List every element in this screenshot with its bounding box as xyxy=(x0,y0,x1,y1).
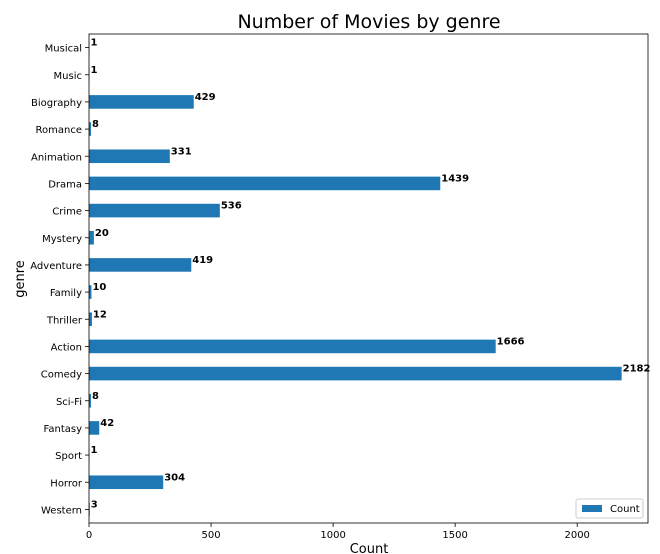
value-label-action: 1666 xyxy=(497,336,525,347)
y-tick-label-adventure: Adventure xyxy=(30,261,82,272)
bar-crime xyxy=(89,203,220,218)
value-labels-layer: 1 1 429 8 331 1439 536 20 419 10 12 1666 2182 8 42 1 304… xyxy=(91,38,651,511)
y-tick-label-drama: Drama xyxy=(48,179,82,190)
bar-family xyxy=(89,285,92,299)
bar-animation xyxy=(89,149,170,164)
y-tick-label-music: Music xyxy=(54,71,82,82)
bar-thriller xyxy=(89,312,92,327)
y-tick-label-thriller: Thriller xyxy=(46,315,83,326)
x-tick-label: 1000 xyxy=(320,530,345,541)
x-tick-labels: 0 500 1000 1500 2000 xyxy=(86,523,590,541)
bar-horror xyxy=(89,475,164,490)
value-label-fantasy: 42 xyxy=(100,418,114,429)
x-tick-label: 500 xyxy=(202,530,221,541)
x-axis-title: Count xyxy=(350,542,389,554)
value-label-crime: 536 xyxy=(221,201,242,212)
y-tick-labels: Musical Music Biography Romance Animation Dra… xyxy=(30,44,89,516)
value-label-biography: 429 xyxy=(195,92,216,103)
bar-comedy xyxy=(89,366,622,381)
y-axis-title: genre xyxy=(13,260,28,298)
y-tick-label-sport: Sport xyxy=(55,451,82,462)
value-label-drama: 1439 xyxy=(441,173,469,184)
x-tick-label: 0 xyxy=(86,530,92,541)
y-tick-label-musical: Musical xyxy=(45,44,82,55)
value-label-musical: 1 xyxy=(91,38,98,49)
x-tick-label: 1500 xyxy=(442,530,467,541)
value-label-family: 10 xyxy=(92,282,106,293)
value-label-music: 1 xyxy=(91,65,98,76)
legend-swatch xyxy=(582,505,602,512)
y-tick-label-mystery: Mystery xyxy=(42,234,82,245)
value-label-sport: 1 xyxy=(91,445,98,456)
value-label-western: 3 xyxy=(91,499,98,510)
value-label-adventure: 419 xyxy=(192,255,213,266)
y-tick-label-horror: Horror xyxy=(50,478,83,489)
y-tick-label-animation: Animation xyxy=(31,152,82,163)
y-tick-label-comedy: Comedy xyxy=(41,370,82,381)
bar-drama xyxy=(89,176,441,191)
y-tick-label-romance: Romance xyxy=(36,125,82,136)
legend-label: Count xyxy=(610,504,640,515)
bar-biography xyxy=(89,95,194,109)
value-label-horror: 304 xyxy=(164,472,185,483)
y-tick-label-fantasy: Fantasy xyxy=(44,424,83,435)
value-label-romance: 8 xyxy=(92,119,99,130)
bar-romance xyxy=(89,122,91,136)
legend-box xyxy=(575,498,644,519)
value-label-thriller: 12 xyxy=(93,309,107,320)
chart-title: Number of Movies by genre xyxy=(237,11,500,33)
plot-frame xyxy=(88,33,649,524)
x-tick-label: 2000 xyxy=(564,530,589,541)
y-tick-label-sci-fi: Sci-Fi xyxy=(56,397,82,408)
y-tick-label-biography: Biography xyxy=(31,98,82,109)
bars-layer xyxy=(89,40,622,517)
legend: Count xyxy=(575,498,644,519)
value-label-comedy: 2182 xyxy=(623,364,651,375)
bar-mystery xyxy=(89,230,94,245)
y-tick-label-family: Family xyxy=(50,288,82,299)
value-label-mystery: 20 xyxy=(95,228,109,239)
value-label-sci-fi: 8 xyxy=(92,391,99,402)
value-label-animation: 331 xyxy=(171,146,192,157)
y-tick-label-action: Action xyxy=(51,342,82,353)
y-tick-label-crime: Crime xyxy=(52,207,82,218)
bar-adventure xyxy=(89,258,192,272)
bar-fantasy xyxy=(89,421,100,435)
bar-action xyxy=(89,339,496,354)
y-tick-label-western: Western xyxy=(41,505,82,516)
bar-sci-fi xyxy=(89,393,91,408)
